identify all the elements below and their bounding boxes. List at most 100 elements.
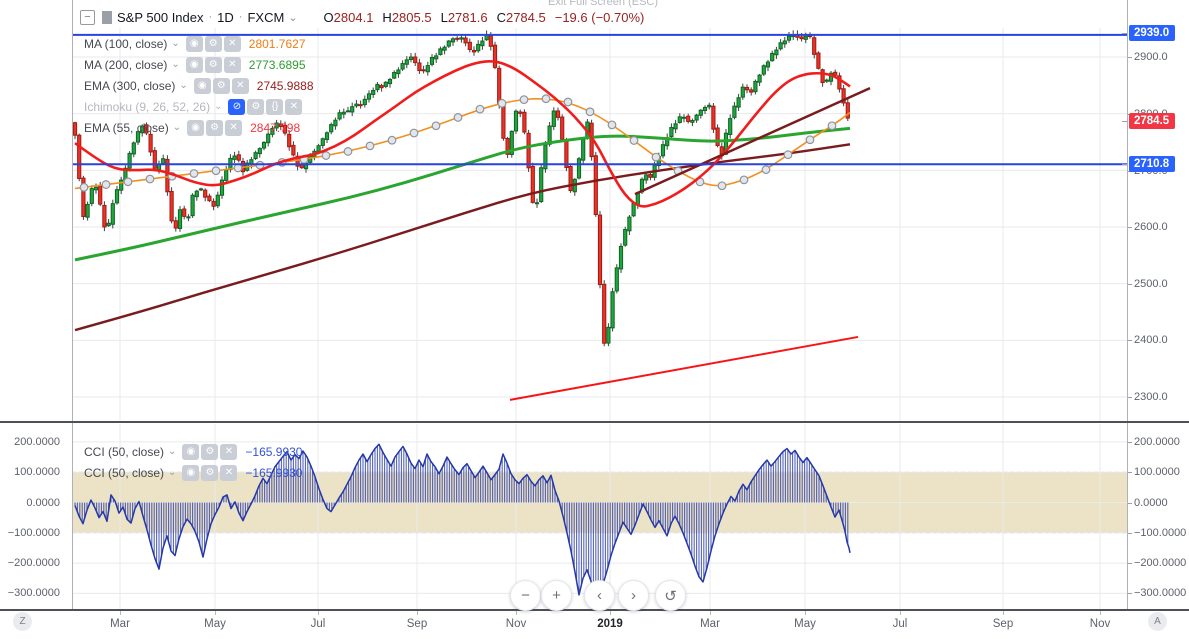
reset-chart-button[interactable]: ↺ xyxy=(655,580,686,611)
time-axis-label: Jul xyxy=(310,618,326,630)
left-axis-border xyxy=(72,0,73,610)
cci-axis-label: 100.0000 xyxy=(1127,466,1180,478)
price-chart-panel[interactable] xyxy=(72,28,1127,422)
chevron-down-icon[interactable]: ⌄ xyxy=(179,80,188,91)
cci-axis-label: −100.0000 xyxy=(1126,527,1187,539)
cci-indicator-panel[interactable] xyxy=(72,424,1127,609)
time-axis-label: Mar xyxy=(110,618,130,630)
change-value: −19.6 (−0.70%) xyxy=(554,9,645,25)
visibility-icon[interactable]: ◉ xyxy=(193,77,211,94)
settings-icon[interactable]: ⚙ xyxy=(206,119,224,136)
exchange-label[interactable]: FXCM xyxy=(247,9,285,25)
time-axis-tick xyxy=(120,611,121,615)
chevron-down-icon[interactable]: ⌄ xyxy=(168,446,177,457)
time-axis-label: Nov xyxy=(505,618,527,630)
interval-label[interactable]: 1D xyxy=(217,9,234,25)
time-axis-tick xyxy=(805,611,806,615)
time-axis-tick xyxy=(900,611,901,615)
visibility-icon[interactable]: ◉ xyxy=(187,119,205,136)
time-axis-tick xyxy=(516,611,517,615)
zoom-in-button[interactable]: + xyxy=(541,580,572,611)
chevron-down-icon[interactable]: ⌄ xyxy=(288,11,298,24)
cci-axis-label: 100.0000 xyxy=(14,466,60,478)
time-axis-tick xyxy=(1100,611,1101,615)
time-axis-label: Nov xyxy=(1089,618,1111,630)
symbol-header: − S&P 500 Index · 1D · FXCM ⌄ O2804.1 H2… xyxy=(80,7,644,27)
close-value: 2784.5 xyxy=(505,9,546,25)
cci-legend: CCI (50, close) ⌄ ◉ ⚙ ✕ −165.9930 CCI (5… xyxy=(84,441,302,483)
chevron-down-icon[interactable]: ⌄ xyxy=(171,38,180,49)
time-axis-tick xyxy=(318,611,319,615)
legend-row-ma200[interactable]: MA (200, close) ⌄ ◉ ⚙ ✕ 2773.6895 xyxy=(84,56,306,73)
zoom-out-button[interactable]: − xyxy=(510,580,541,611)
cci-axis-label: −300.0000 xyxy=(7,587,60,599)
remove-icon[interactable]: ✕ xyxy=(225,119,243,136)
chevron-down-icon[interactable]: ⌄ xyxy=(214,101,223,112)
source-code-icon[interactable]: {} xyxy=(266,98,284,115)
price-axis-label: 2710.8 xyxy=(1121,156,1176,172)
price-axis-label: 2300.0 xyxy=(1127,391,1168,403)
ma100-value: 2801.7627 xyxy=(248,36,306,51)
remove-icon[interactable]: ✕ xyxy=(223,56,241,73)
price-axis-label: 2400.0 xyxy=(1127,334,1168,346)
chevron-down-icon[interactable]: ⌄ xyxy=(172,122,182,133)
scroll-left-button[interactable]: ‹ xyxy=(584,580,615,611)
settings-icon[interactable]: ⚙ xyxy=(201,443,219,460)
cci-axis-label: −200.0000 xyxy=(1126,557,1187,569)
chevron-down-icon[interactable]: ⌄ xyxy=(168,467,177,478)
visibility-icon[interactable]: ◉ xyxy=(182,464,200,481)
price-axis-label: 2784.5 xyxy=(1121,113,1176,129)
visibility-icon[interactable]: ◉ xyxy=(185,56,203,73)
left-axis-settings-button[interactable]: Z xyxy=(13,612,32,631)
visibility-icon[interactable]: ◉ xyxy=(182,443,200,460)
time-axis-label: Sep xyxy=(992,618,1014,630)
remove-icon[interactable]: ✕ xyxy=(223,35,241,52)
ema300-value: 2745.9888 xyxy=(256,78,314,93)
legend-row-cci-2[interactable]: CCI (50, close) ⌄ ◉ ⚙ ✕ −165.9930 xyxy=(84,464,303,481)
time-axis-tick xyxy=(710,611,711,615)
settings-icon[interactable]: ⚙ xyxy=(247,98,265,115)
remove-icon[interactable]: ✕ xyxy=(220,443,238,460)
ohlc-readout: O2804.1 H2805.5 L2781.6 C2784.5 −19.6 (−… xyxy=(323,9,645,25)
settings-icon[interactable]: ⚙ xyxy=(212,77,230,94)
remove-icon[interactable]: ✕ xyxy=(231,77,249,94)
remove-icon[interactable]: ✕ xyxy=(220,464,238,481)
cci-axis-label: 0.0000 xyxy=(26,497,60,509)
legend-row-cci-1[interactable]: CCI (50, close) ⌄ ◉ ⚙ ✕ −165.9930 xyxy=(84,443,303,460)
cci-axis-label: 0.0000 xyxy=(1127,497,1168,509)
cci-axis-label: 200.0000 xyxy=(14,436,60,448)
time-axis-tick xyxy=(610,611,611,615)
right-axis-border xyxy=(1127,0,1128,610)
symbol-name[interactable]: S&P 500 Index xyxy=(117,9,204,25)
legend-row-ema300[interactable]: EMA (300, close) ⌄ ◉ ⚙ ✕ 2745.9888 xyxy=(84,77,314,94)
visibility-icon[interactable]: ◉ xyxy=(185,35,203,52)
settings-icon[interactable]: ⚙ xyxy=(204,56,222,73)
cci-axis-label: 200.0000 xyxy=(1127,436,1180,448)
legend-row-ichimoku[interactable]: Ichimoku (9, 26, 52, 26) ⌄ ⊘ ⚙ {} ✕ xyxy=(84,96,314,117)
right-axis-settings-button[interactable]: A xyxy=(1148,612,1167,631)
time-axis-label: May xyxy=(794,618,816,630)
remove-icon[interactable]: ✕ xyxy=(285,98,303,115)
panel-separator[interactable] xyxy=(0,421,1189,423)
time-axis[interactable]: Mar May Jul Sep Nov 2019 Mar May Jul Sep Nov xyxy=(0,611,1189,639)
collapse-icon[interactable]: − xyxy=(80,9,95,25)
settings-icon[interactable]: ⚙ xyxy=(204,35,222,52)
ema55-value: 2847.798 xyxy=(250,120,301,135)
price-axis-label: 2900.0 xyxy=(1127,51,1168,63)
cci-value: −165.9930 xyxy=(245,444,303,459)
legend-row-ma100[interactable]: MA (100, close) ⌄ ◉ ⚙ ✕ 2801.7627 xyxy=(84,35,306,52)
price-axis-label: 2600.0 xyxy=(1127,221,1168,233)
cci-axis-label: −100.0000 xyxy=(7,527,60,539)
exit-fullscreen-tooltip: Exit Full Screen (ESC) xyxy=(548,0,659,8)
cci-axis-label: −300.0000 xyxy=(1126,587,1187,599)
time-axis-label: Jul xyxy=(892,618,908,630)
settings-icon[interactable]: ⚙ xyxy=(201,464,219,481)
visibility-off-icon[interactable]: ⊘ xyxy=(228,98,246,115)
time-axis-label: 2019 xyxy=(597,618,623,630)
scroll-right-button[interactable]: › xyxy=(618,580,649,611)
legend-row-ema55[interactable]: EMA (55, close) ⌄ ◉ ⚙ ✕ 2847.798 xyxy=(84,119,301,136)
high-value: 2805.5 xyxy=(391,9,432,25)
chevron-down-icon[interactable]: ⌄ xyxy=(171,59,180,70)
indicator-legend: MA (100, close) ⌄ ◉ ⚙ ✕ 2801.7627 MA (20… xyxy=(84,33,314,138)
